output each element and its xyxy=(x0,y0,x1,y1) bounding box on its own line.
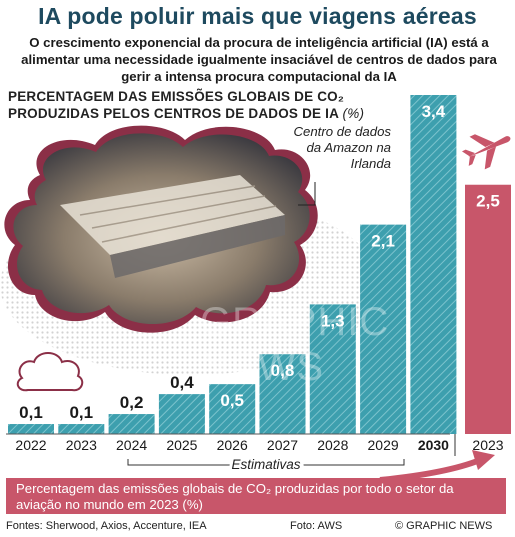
x-tick-labels-layer: 2022 2023 2024 2025 2026 2027 2028 2029 2030 2023 xyxy=(15,434,504,456)
value-label-9: 2,5 xyxy=(476,192,500,211)
watermark: GRAPHIC NEWS xyxy=(200,300,390,389)
photo-caption: Centro de dados da Amazon na Irlanda xyxy=(293,124,391,171)
x-tick-7: 2029 xyxy=(368,437,399,453)
data-center-photo xyxy=(4,125,318,333)
value-label-4: 0,5 xyxy=(220,391,244,410)
x-tick-2: 2024 xyxy=(116,437,147,453)
x-tick-0: 2022 xyxy=(15,437,46,453)
value-label-6: 1,3 xyxy=(321,311,345,330)
footer-copyright: © GRAPHIC NEWS xyxy=(395,520,493,532)
value-label-3: 0,4 xyxy=(170,373,194,392)
page-subtitle: O crescimento exponencial da procura de … xyxy=(21,35,497,84)
chart-heading-line1: PERCENTAGEM DAS EMISSÕES GLOBAIS DE CO₂ xyxy=(8,89,345,104)
airplane-icon xyxy=(461,134,511,170)
caption-leader xyxy=(298,182,316,206)
bar-2025 xyxy=(158,394,205,434)
x-tick-8: 2030 xyxy=(418,437,449,453)
bar-2029 xyxy=(360,224,407,434)
bar-2024 xyxy=(108,414,155,434)
estimates-label: Estimativas xyxy=(231,457,300,472)
chart-heading: PERCENTAGEM DAS EMISSÕES GLOBAIS DE CO₂ … xyxy=(8,88,393,122)
x-tick-1: 2023 xyxy=(66,437,97,453)
aviation-note-box: Percentagem das emissões globais de CO₂ … xyxy=(6,478,506,514)
bar-2026 xyxy=(209,384,256,434)
bar-2030 xyxy=(410,95,457,434)
value-label-2: 0,2 xyxy=(120,393,144,412)
x-tick-9: 2023 xyxy=(472,437,503,453)
chart-heading-line2-wrap: PRODUZIDAS PELOS CENTROS DE DADOS DE IA … xyxy=(8,105,393,122)
value-labels-layer: 0,1 0,1 0,2 0,4 0,5 0,8 1,3 2,1 3,4 2,5 xyxy=(19,102,500,422)
chart-unit: (%) xyxy=(342,106,365,121)
value-label-5: 0,8 xyxy=(271,361,295,380)
bar-2022 xyxy=(8,424,54,434)
footer-photo-credit: Foto: AWS xyxy=(290,520,343,532)
x-tick-3: 2025 xyxy=(166,437,197,453)
bar-2027 xyxy=(259,354,306,434)
value-label-8: 3,4 xyxy=(422,102,446,121)
x-tick-5: 2027 xyxy=(267,437,298,453)
aviation-note: Percentagem das emissões globais de CO₂ … xyxy=(16,481,454,512)
bar-aviation-2023 xyxy=(465,184,511,434)
value-label-7: 2,1 xyxy=(371,232,395,251)
value-label-1: 0,1 xyxy=(69,403,93,422)
trend-arrowhead xyxy=(472,450,495,470)
x-tick-4: 2026 xyxy=(217,437,248,453)
footer-sources: Fontes: Sherwood, Axios, Accenture, IEA xyxy=(6,520,207,532)
cloud-icon xyxy=(16,352,84,392)
chart-heading-line2: PRODUZIDAS PELOS CENTROS DE DADOS DE IA xyxy=(8,106,339,121)
trend-arrow xyxy=(379,457,482,483)
x-tick-6: 2028 xyxy=(317,437,348,453)
estimates-bracket xyxy=(127,459,405,466)
page-title: IA pode poluir mais que viagens aéreas xyxy=(38,3,477,29)
bars-layer xyxy=(8,95,511,434)
value-label-0: 0,1 xyxy=(19,403,43,422)
bar-2023 xyxy=(58,424,105,434)
bar-2028 xyxy=(309,304,356,434)
